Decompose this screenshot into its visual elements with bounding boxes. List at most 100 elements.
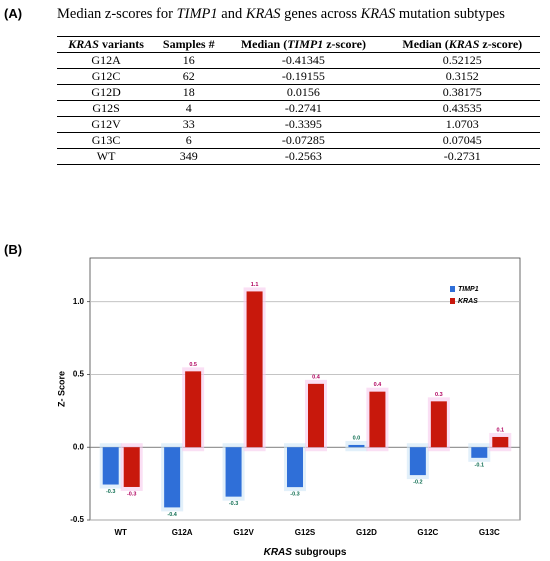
header-cell: Samples # [155,36,223,53]
table-row: G12S 4 -0.2741 0.43535 [57,100,540,117]
bar [123,447,140,487]
table-row: G12C 62 -0.19155 0.3152 [57,68,540,85]
y-tick-label: 1.0 [73,297,85,306]
legend-label: KRAS [458,298,478,305]
bar [185,371,202,448]
y-tick-label: -0.5 [70,515,84,524]
title-part: KRAS [245,6,281,22]
x-tick-label: G12D [356,528,377,537]
x-axis-title-part: KRAS [264,547,293,558]
x-tick-label: G12A [172,528,193,537]
table-title: Median z-scores for TIMP1 and KRAS genes… [57,6,505,23]
table: KRAS variants Samples # Median (TIMP1 z-… [57,36,540,165]
header-part: Median ( [402,37,449,51]
data-label: -0.3 [290,492,299,498]
panel-label: (B) [4,242,23,257]
table-cell: G12C [57,68,156,85]
bar [102,447,119,485]
data-label: 0.4 [374,382,383,388]
header-part: z-score) [479,37,523,51]
title-part: and [217,6,246,22]
table-cell: -0.2563 [222,148,385,165]
table-cell: G12D [57,84,156,101]
x-tick-label: G12C [417,528,438,537]
header-part: z-score) [323,37,366,51]
bar [348,444,365,448]
title-part: Median z-scores for [57,6,177,22]
table-cell: 62 [155,68,223,85]
table-cell: 1.0703 [384,116,540,133]
bar [308,383,324,448]
bar [409,447,426,476]
table-cell: -0.07285 [222,132,385,149]
table-cell: 18 [155,84,223,101]
header-part: Median ( [240,37,288,51]
table-cell: -0.2731 [384,148,540,165]
table-cell: 0.07045 [384,132,540,149]
data-label: -0.1 [475,462,484,468]
data-label: 0.4 [312,374,321,380]
bar [287,447,303,488]
table-cell: 16 [155,52,223,69]
y-tick-label: 0.5 [73,370,85,379]
bar [369,391,386,448]
table-row: G12V 33 -0.3395 1.0703 [57,116,540,133]
x-axis-title: KRAS subgroups [264,547,347,558]
table-row: G12D 18 0.0156 0.38175 [57,84,540,101]
title-part: KRAS [360,6,396,22]
table-cell: -0.2741 [222,100,385,117]
bar [471,447,488,458]
table-cell: 6 [155,132,223,149]
header-part: TIMP1 [287,37,324,51]
table-cell: 0.0156 [222,84,385,101]
table-cell: 0.38175 [384,84,540,101]
header-part: Samples # [162,37,215,51]
title-part: mutation subtypes [395,6,505,22]
table-cell: G12A [57,52,156,69]
title-part: TIMP1 [176,6,218,22]
table-cell: 0.43535 [384,100,540,117]
x-tick-label: G12S [295,528,316,537]
header-part: variants [98,37,144,51]
data-label: -0.4 [167,512,177,518]
data-label: 1.1 [251,282,259,288]
data-label: 0.3 [435,392,443,398]
table-cell: -0.19155 [222,68,385,85]
header-part: KRAS [68,37,99,51]
bar [246,291,263,448]
x-tick-label: G12V [233,528,254,537]
data-label: -0.3 [127,491,136,497]
table-row: WT 349 -0.2563 -0.2731 [57,148,540,165]
x-tick-label: G13C [479,528,500,537]
data-label: 0.0 [353,435,361,441]
table-row: G13C 6 -0.07285 0.07045 [57,132,540,149]
data-label: 0.5 [189,362,197,368]
legend-swatch [450,286,455,292]
table-cell: 33 [155,116,223,133]
table-cell: 0.52125 [384,52,540,69]
bar [430,401,447,448]
header-cell: Median (TIMP1 z-score) [222,36,385,53]
table-cell: G13C [57,132,156,149]
header-part: KRAS [448,37,480,51]
header-cell: KRAS variants [57,36,156,53]
table-cell: WT [57,148,156,165]
table-cell: -0.3395 [222,116,385,133]
header-row: KRAS variants Samples # Median (TIMP1 z-… [57,36,540,53]
table-cell: 4 [155,100,223,117]
bar [492,436,509,448]
table-cell: G12S [57,100,156,117]
bar [225,447,242,497]
data-label: -0.2 [413,480,422,486]
title-part: genes across [280,6,361,22]
data-label: -0.3 [229,501,238,507]
table-cell: -0.41345 [222,52,385,69]
data-label: 0.1 [496,427,504,433]
panel-label: (A) [4,6,23,21]
table-row: G12A 16 -0.41345 0.52125 [57,52,540,69]
table-cell: 349 [155,148,223,165]
x-tick-label: WT [114,528,127,537]
bar [164,447,181,508]
